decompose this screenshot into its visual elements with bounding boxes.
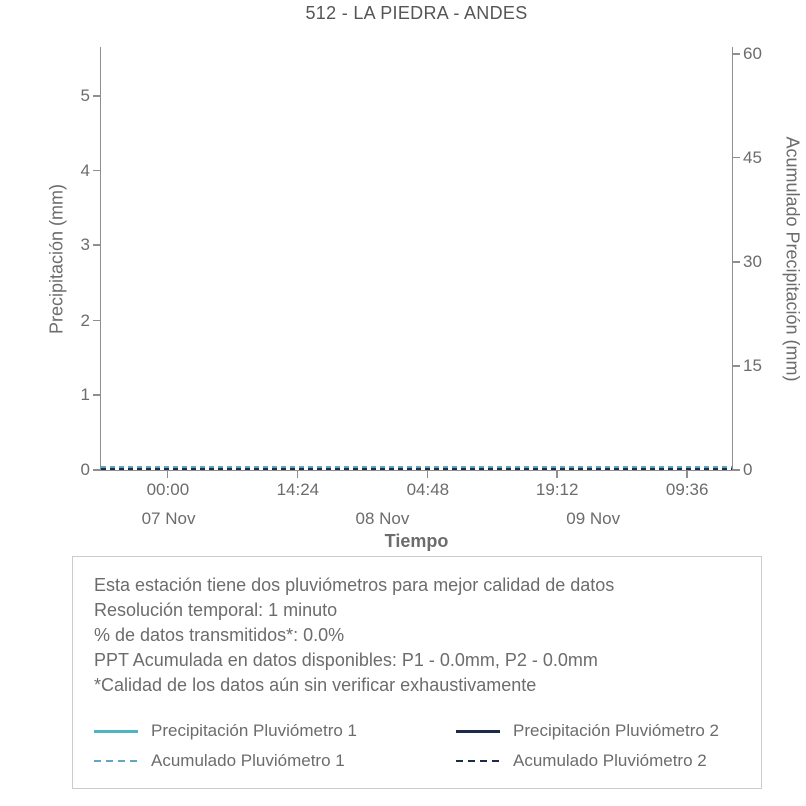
solid-navy-line-icon [456, 729, 500, 733]
info-line-transmitted: % de datos transmitidos*: 0.0% [94, 625, 345, 645]
x-axis-time-tick-label: 09:36 [665, 480, 709, 499]
tick-mark [732, 53, 740, 55]
info-box: Esta estación tiene dos pluviómetros par… [72, 556, 762, 789]
legend-label: Precipitación Pluviómetro 1 [151, 721, 357, 740]
tick-mark [93, 95, 101, 97]
chart-title: 512 - LA PIEDRA - ANDES [305, 3, 528, 23]
y-axis-right-tick-label: 45 [743, 147, 762, 167]
y-axis-tick-label: 0 [80, 460, 90, 479]
tick-mark [732, 469, 740, 471]
info-line-station: Esta estación tiene dos pluviómetros par… [94, 575, 615, 595]
x-axis-label: Tiempo [384, 531, 449, 551]
legend-item-precipitacion-pluviometro-1: Precipitación Pluviómetro 1 [94, 721, 456, 741]
info-line-quality-note: *Calidad de los datos aún sin verificar … [94, 675, 537, 695]
acumulado-pluviometro-1-line [101, 466, 732, 468]
x-axis-date-label: 07 Nov [141, 509, 196, 528]
tick-mark [732, 365, 740, 367]
y-axis-tick-label: 2 [80, 310, 90, 330]
legend-label: Acumulado Pluviómetro 1 [151, 751, 345, 770]
tick-mark [93, 319, 101, 322]
info-line-resolution: Resolución temporal: 1 minuto [94, 600, 338, 620]
y-axis-tick-label: 4 [80, 160, 90, 180]
tick-mark [93, 169, 101, 172]
tick-mark [93, 469, 101, 471]
info-line-accumulated: PPT Acumulada en datos disponibles: P1 -… [94, 650, 598, 670]
legend-label: Acumulado Pluviómetro 2 [513, 751, 707, 770]
y-axis-tick-label: 5 [80, 86, 90, 106]
y-axis-right-tick-label: 60 [743, 44, 762, 64]
legend: Precipitación Pluviómetro 1 Precipitació… [94, 721, 743, 771]
tick-mark [686, 470, 688, 478]
legend-label: Precipitación Pluviómetro 2 [513, 721, 719, 740]
tick-mark [93, 244, 101, 246]
y-axis-tick-label: 1 [80, 385, 90, 405]
dashed-teal-line-icon [94, 760, 138, 762]
tick-mark [93, 394, 101, 396]
y-axis-right-tick-label: 30 [743, 252, 762, 272]
tick-mark [732, 156, 740, 159]
y-axis-right-tick-label: 15 [743, 356, 762, 376]
x-axis-time-tick-label: 04:48 [406, 480, 450, 499]
y-axis-tick-label: 3 [80, 235, 90, 255]
tick-mark [426, 470, 429, 478]
y-axis-label-left: Precipitación (mm) [46, 183, 67, 335]
tick-mark [166, 470, 169, 478]
x-axis-time-tick-label: 14:24 [276, 480, 320, 499]
tick-mark [296, 470, 299, 478]
tick-mark [732, 261, 740, 263]
x-axis-date-label: 08 Nov [355, 509, 410, 528]
tick-mark [556, 470, 558, 478]
legend-item-precipitacion-pluviometro-2: Precipitación Pluviómetro 2 [456, 721, 743, 741]
y-axis-right-tick-label: 0 [743, 460, 753, 479]
dashed-navy-line-icon [456, 760, 500, 762]
acumulado-pluviometro-2-line [101, 468, 732, 470]
solid-teal-line-icon [94, 729, 138, 733]
plot-area: 5 4 3 2 1 0 60 45 30 15 0 00:00 14:24 04… [81, 44, 762, 528]
x-axis-date-label: 09 Nov [566, 509, 621, 528]
legend-item-acumulado-pluviometro-2: Acumulado Pluviómetro 2 [456, 751, 743, 771]
y-axis-label-right: Acumulado Precipitación (mm) [782, 136, 803, 382]
x-axis-time-tick-label: 00:00 [146, 480, 190, 499]
x-axis-time-tick-label: 19:12 [535, 480, 579, 499]
legend-item-acumulado-pluviometro-1: Acumulado Pluviómetro 1 [94, 751, 456, 771]
